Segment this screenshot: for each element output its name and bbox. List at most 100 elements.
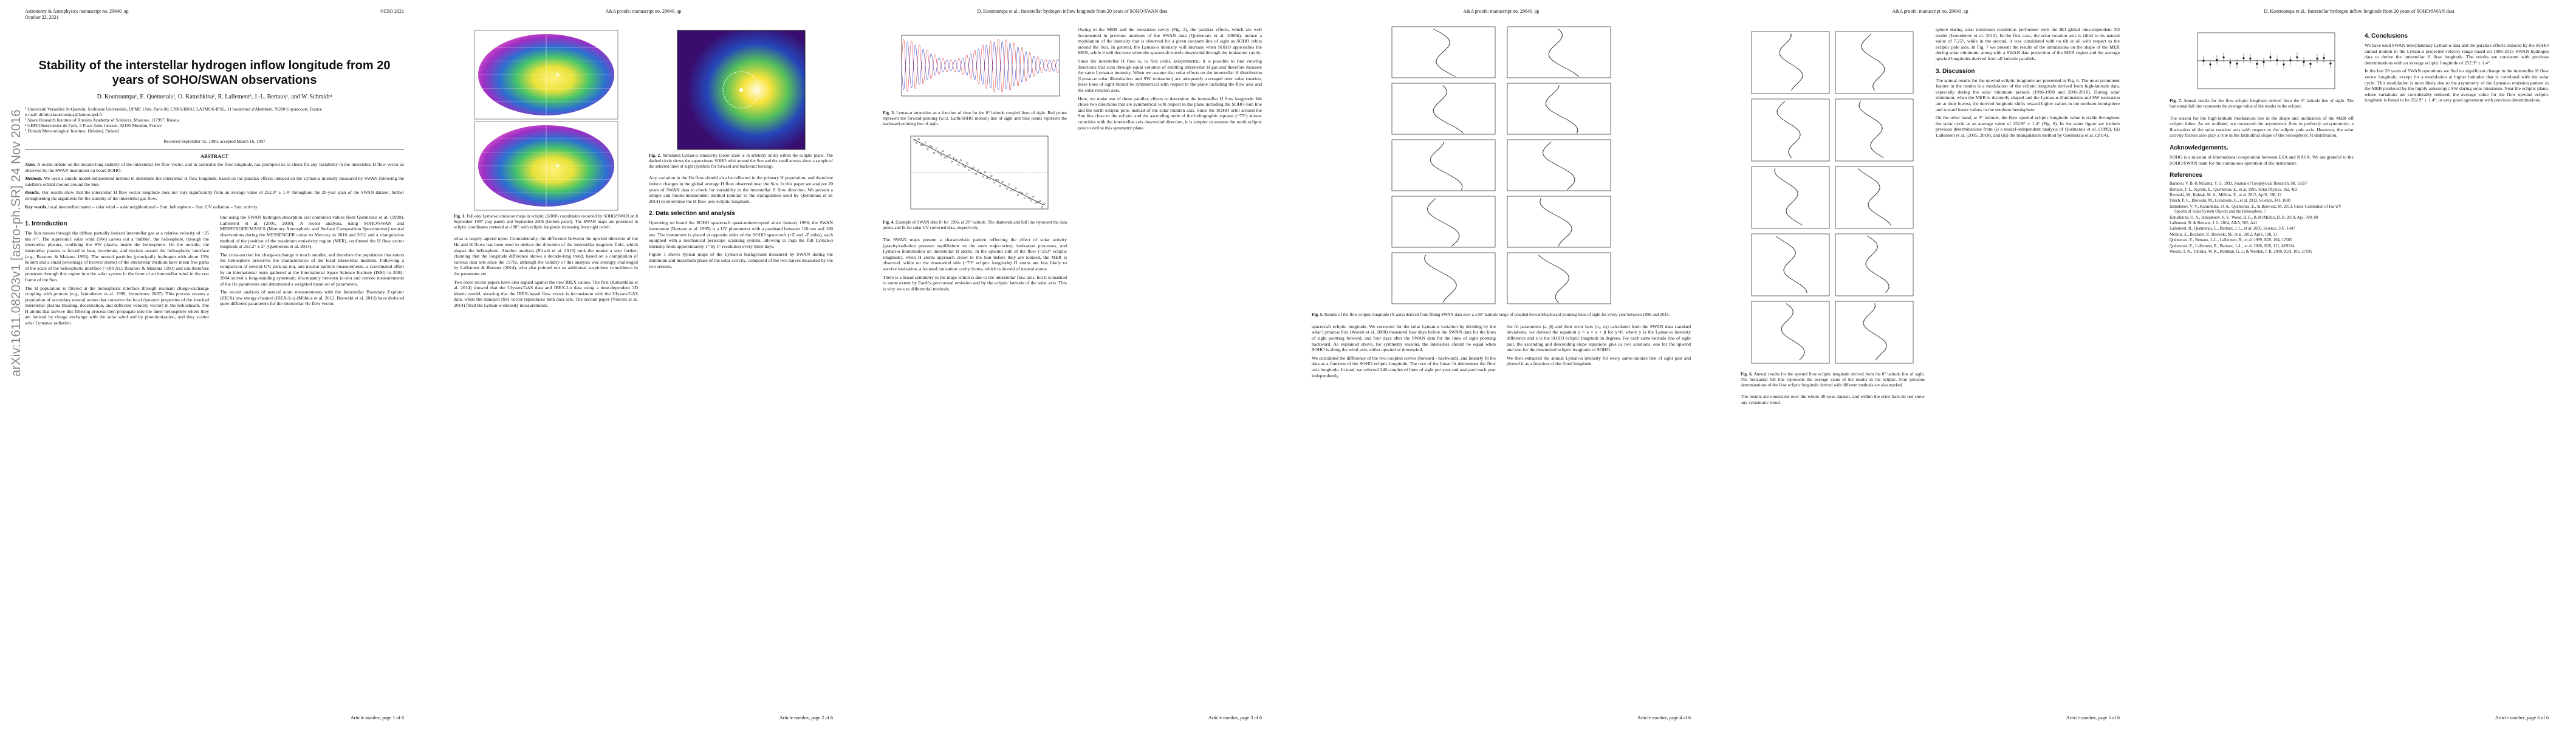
panel-curve [1774, 168, 1802, 225]
data-point [2295, 56, 2298, 58]
paragraph: In the last 20 years of SWAN operations … [2365, 68, 2549, 103]
columns: Fig. 6. Annual results for the upwind fl… [1741, 27, 2120, 408]
plot-frame [1507, 139, 1611, 191]
running-header: A&A proofs: manuscript no. 29640_ap [1463, 9, 1540, 14]
grid-point [1806, 292, 1807, 293]
column: Fig. 3. Lyman-α intensities as a functio… [883, 27, 1067, 294]
plot-frame [1751, 166, 1829, 229]
column: 1. Introduction The Sun moves through the… [25, 214, 209, 329]
section-heading: 3. Discussion [1936, 67, 1975, 75]
reference: Bertaux, J.-L., Kyrölä, E., Quémerais, E… [2170, 187, 2298, 192]
data-point [1036, 201, 1039, 204]
figure-caption: Fig. 6. Annual results for the upwind fl… [1741, 372, 1925, 388]
paragraph: Methods. We used a simple model-independ… [25, 176, 404, 187]
reference: Frisch, P. C., Bzowski, M., Livadiotis, … [2170, 199, 2291, 204]
data-point [957, 163, 959, 166]
plot-frame [1835, 301, 1913, 364]
columns: 1. Introduction The Sun moves through the… [25, 214, 404, 329]
panel-curve [1858, 101, 1883, 158]
paragraph-text: We used a simple model-independent metho… [25, 176, 404, 187]
data-point [926, 148, 928, 151]
panel-curve [1781, 303, 1805, 360]
column: 4. Conclusions We have used SWAN interpla… [2365, 27, 2549, 255]
data-point [1032, 196, 1034, 198]
map-marker [555, 163, 560, 168]
figure-label: Fig. 1. [454, 214, 466, 219]
data-point [1005, 188, 1008, 190]
panel-curve [1538, 255, 1569, 303]
abstract-label: Results. [25, 190, 40, 196]
panel-curve [1424, 255, 1457, 303]
data-point [992, 182, 995, 184]
data-point [966, 162, 968, 165]
paragraph: On the other hand, at 0° latitude, the f… [1936, 115, 2120, 138]
data-point [2282, 63, 2285, 66]
data-point [922, 144, 924, 146]
paragraph: Since the interstellar H flow is, to fir… [1078, 58, 1262, 94]
paragraph: SOHO is a mission of international coope… [2170, 154, 2354, 166]
paragraph-text: The annual results for the upwind eclipt… [1936, 77, 2120, 112]
paragraph-text: A recent debate on the decade-long stabi… [25, 162, 404, 173]
column: Fig. 1. Full-sky Lyman-α emission maps i… [454, 27, 638, 311]
column: Fig. 6. Annual results for the upwind fl… [1741, 27, 1925, 408]
figure [1751, 31, 1913, 364]
data-point [1041, 206, 1043, 209]
figure-caption: Fig. 7. Annual results for the flow ecli… [2170, 98, 2354, 109]
orbit [722, 71, 759, 109]
plot-frame [1751, 233, 1829, 296]
page: D. Koutroumpa et al.: Interstellar hydro… [862, 0, 1283, 729]
paragraph: The Sun moves through the diffuse partia… [25, 230, 209, 282]
paragraph: Owing to the MER and the ionization cavi… [1078, 27, 1262, 56]
page-footer: Article number, page 4 of 6 [1637, 715, 1691, 720]
paragraph-text: Our results show that the interstellar H… [25, 190, 404, 201]
paragraph-text: We have used SWAN interplanetary Lyman-α… [2365, 43, 2549, 66]
section-heading: References [2170, 172, 2202, 179]
reference: Baranov, V. B. & Malama, Y. G. 1993, Jou… [2170, 182, 2307, 187]
figure-caption: Fig. 3. Lyman-α intensities as a functio… [883, 111, 1067, 126]
figure [1391, 26, 1611, 304]
caption-text: Example of SWAN data fit for 1996, at 29… [883, 220, 1067, 231]
sun [739, 88, 743, 92]
panel-curve [1861, 33, 1885, 91]
plot-frame [1751, 98, 1829, 162]
data-point [946, 156, 948, 158]
section-heading: 1. Introduction [25, 221, 67, 228]
data-point [2215, 58, 2218, 61]
paragraph-text: Any variation in the He flow should also… [649, 175, 833, 204]
column: Fig. 7. Annual results for the flow ecli… [2170, 27, 2354, 255]
data-point [979, 172, 981, 174]
paragraph: sphere during solar minimum conditions p… [1936, 27, 2120, 62]
paragraph-text: line using the SWAN hydrogen absorption … [220, 214, 404, 250]
data-point [933, 152, 935, 154]
columns: spacecraft ecliptic longitude. We correc… [1312, 324, 1691, 381]
figure [910, 136, 1048, 210]
paragraph-text: Since the interstellar H flow is, to fir… [1078, 58, 1262, 93]
paragraph-text: On the other hand, at 0° latitude, the f… [1936, 115, 2120, 138]
data-point [1010, 190, 1012, 192]
data-point [915, 142, 917, 145]
caption-text: Simulated Lyman-α emissivity (color scal… [649, 153, 834, 169]
received-date: Received September 15, 1996; accepted Ma… [163, 139, 265, 144]
page-footer: Article number, page 3 of 6 [1208, 715, 1262, 720]
page: Astronomy & Astrophysics manuscript no. … [4, 0, 425, 729]
data-point [935, 147, 937, 150]
affiliation: ¹ Université Versailles St-Quentin; Sorb… [25, 106, 322, 112]
data-point [1023, 197, 1026, 200]
data-point [1021, 192, 1023, 194]
header-line: October 22, 2021 [25, 15, 59, 20]
panel-curve [1779, 33, 1803, 91]
data-point [2228, 61, 2232, 64]
paragraph: Here, we make use of these parallax effe… [1078, 96, 1262, 131]
paragraph-text: In the last 20 years of SWAN operations … [2365, 68, 2549, 103]
data-point [2235, 63, 2238, 65]
paragraph-text: Owing to the MER and the ionization cavi… [1078, 27, 1262, 56]
data-point [961, 164, 964, 166]
data-point [2289, 59, 2292, 61]
figure-label: Fig. 5. [1312, 312, 1323, 317]
running-header: A&A proofs: manuscript no. 29640_ap [1892, 9, 1968, 14]
plot-frame [1835, 233, 1913, 296]
column: Fig. 2. Simulated Lyman-α emissivity (co… [649, 27, 833, 311]
panel-curve [1775, 236, 1807, 293]
data-point [999, 185, 1001, 188]
paragraph: Any variation in the He flow should also… [649, 175, 833, 204]
